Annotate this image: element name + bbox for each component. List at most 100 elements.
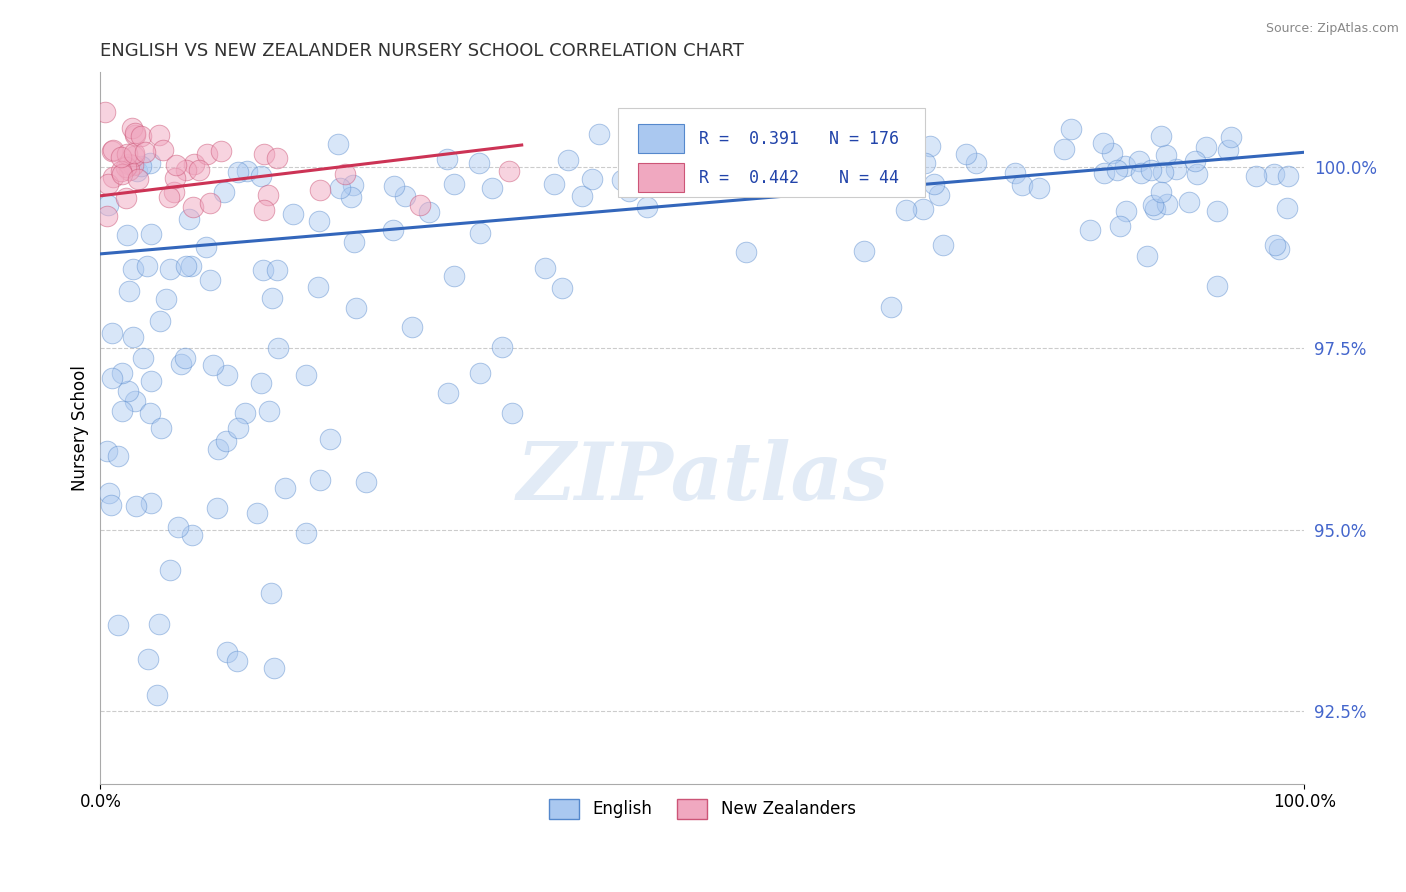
- Point: [409, 198, 432, 212]
- Point: [201, 358, 224, 372]
- Text: ENGLISH VS NEW ZEALANDER NURSERY SCHOOL CORRELATION CHART: ENGLISH VS NEW ZEALANDER NURSERY SCHOOL …: [100, 42, 744, 60]
- Point: [274, 481, 297, 495]
- Point: [468, 227, 491, 241]
- Point: [1105, 163, 1128, 178]
- Point: [252, 203, 274, 218]
- Point: [617, 185, 640, 199]
- Point: [1060, 121, 1083, 136]
- Point: [124, 128, 146, 143]
- Point: [1184, 154, 1206, 169]
- Point: [1268, 242, 1291, 256]
- Point: [401, 320, 423, 334]
- Point: [148, 128, 170, 142]
- Point: [253, 147, 276, 161]
- Point: [200, 196, 222, 211]
- Text: R =  0.391   N = 176: R = 0.391 N = 176: [699, 129, 898, 147]
- Point: [125, 163, 148, 178]
- Point: [343, 235, 366, 250]
- Point: [159, 563, 181, 577]
- Point: [226, 165, 249, 179]
- Point: [844, 148, 866, 162]
- Point: [129, 129, 152, 144]
- Point: [669, 179, 692, 194]
- Point: [394, 189, 416, 203]
- Point: [308, 214, 330, 228]
- Text: Source: ZipAtlas.com: Source: ZipAtlas.com: [1265, 22, 1399, 36]
- Point: [706, 157, 728, 171]
- Point: [1185, 167, 1208, 181]
- Point: [97, 198, 120, 212]
- Point: [100, 498, 122, 512]
- Point: [1150, 129, 1173, 144]
- Point: [118, 162, 141, 177]
- Point: [571, 189, 593, 203]
- Point: [260, 585, 283, 599]
- Point: [468, 367, 491, 381]
- Point: [543, 177, 565, 191]
- Point: [965, 155, 987, 169]
- Point: [176, 162, 198, 177]
- Point: [664, 158, 686, 172]
- Point: [810, 160, 832, 174]
- Point: [110, 150, 132, 164]
- Point: [1028, 181, 1050, 195]
- Point: [159, 262, 181, 277]
- Point: [121, 330, 143, 344]
- Point: [165, 171, 187, 186]
- Point: [257, 188, 280, 202]
- Point: [250, 376, 273, 391]
- Point: [165, 158, 187, 172]
- Point: [96, 178, 118, 192]
- Point: [1178, 194, 1201, 209]
- Point: [101, 170, 124, 185]
- Point: [1114, 159, 1136, 173]
- Point: [1092, 166, 1115, 180]
- Point: [1011, 178, 1033, 193]
- Point: [139, 156, 162, 170]
- Point: [139, 407, 162, 421]
- Point: [236, 163, 259, 178]
- Text: ZIPatlas: ZIPatlas: [516, 439, 889, 516]
- Point: [610, 173, 633, 187]
- Point: [443, 177, 465, 191]
- Point: [309, 474, 332, 488]
- Point: [931, 238, 953, 252]
- Point: [170, 357, 193, 371]
- Point: [107, 617, 129, 632]
- Point: [742, 161, 765, 175]
- Point: [122, 145, 145, 160]
- Point: [1277, 169, 1299, 183]
- Point: [163, 185, 186, 199]
- Point: [209, 144, 232, 158]
- Point: [491, 341, 513, 355]
- Point: [139, 496, 162, 510]
- Point: [183, 200, 205, 214]
- Point: [498, 163, 520, 178]
- Point: [636, 200, 658, 214]
- Point: [329, 181, 352, 195]
- Point: [131, 159, 153, 173]
- Point: [250, 169, 273, 184]
- Point: [134, 145, 156, 159]
- Point: [262, 291, 284, 305]
- Point: [1152, 164, 1174, 178]
- Point: [96, 209, 118, 223]
- Point: [125, 499, 148, 513]
- Point: [266, 263, 288, 277]
- Point: [641, 147, 664, 161]
- Point: [307, 280, 329, 294]
- Point: [319, 432, 342, 446]
- Point: [830, 141, 852, 155]
- Point: [295, 526, 318, 541]
- Point: [181, 528, 204, 542]
- Point: [1142, 197, 1164, 211]
- Point: [481, 181, 503, 195]
- Point: [1150, 185, 1173, 199]
- Point: [110, 164, 132, 178]
- Point: [96, 444, 118, 458]
- Point: [557, 153, 579, 167]
- Point: [418, 205, 440, 219]
- Point: [1109, 219, 1132, 234]
- Point: [436, 153, 458, 167]
- Point: [654, 132, 676, 146]
